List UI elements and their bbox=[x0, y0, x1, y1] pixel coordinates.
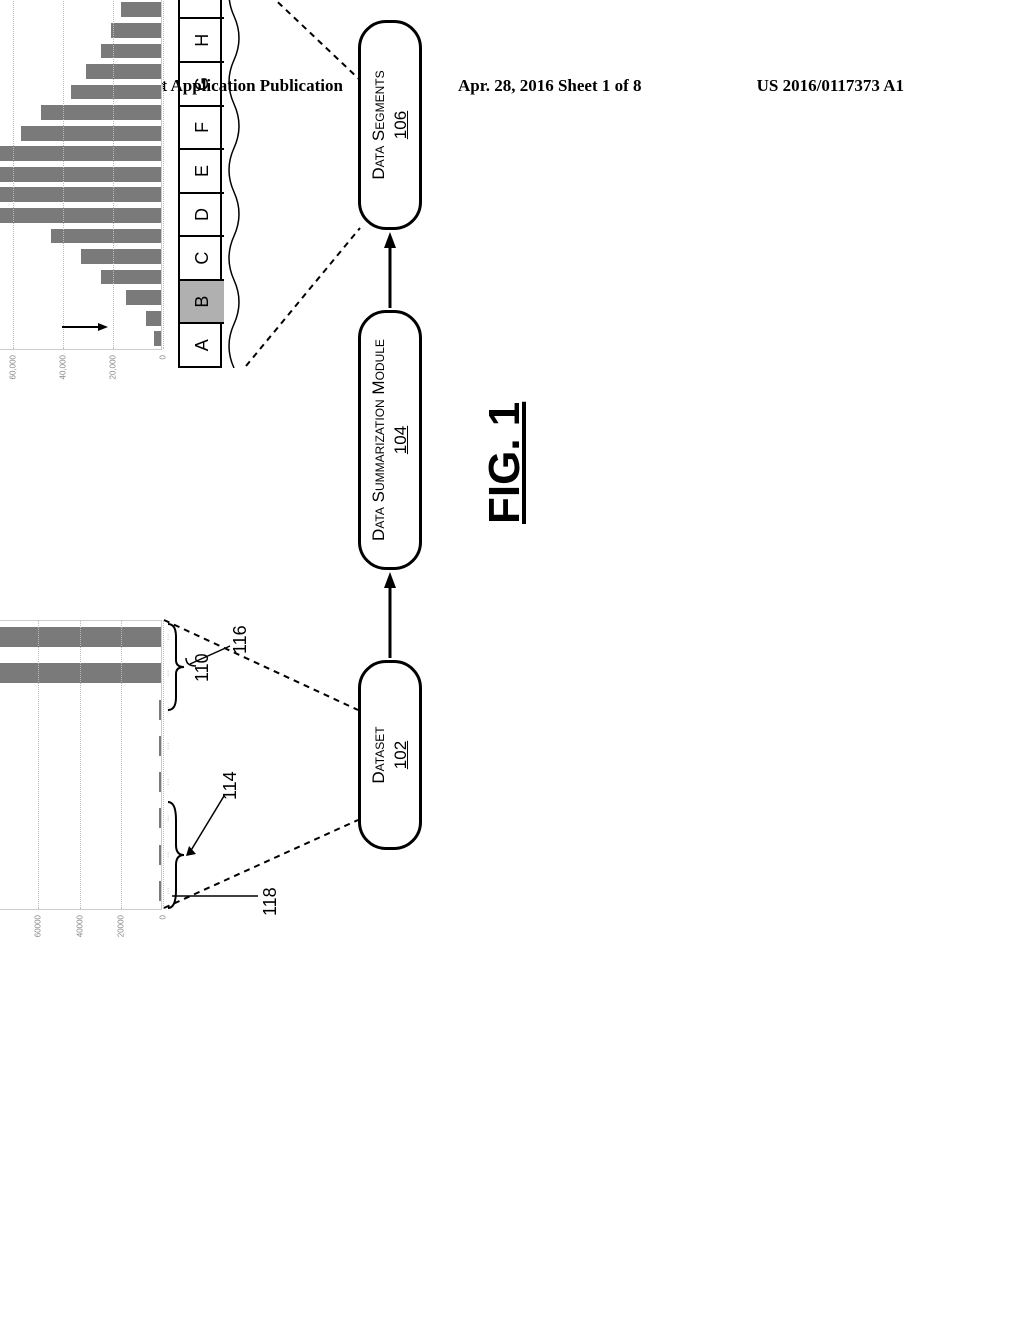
ytick-label: 80000 bbox=[0, 915, 1, 937]
figure-1: 100 108 02000040000600008000010000012000… bbox=[0, 295, 1024, 1095]
ytick-label: 60000 bbox=[34, 915, 43, 937]
bar bbox=[101, 270, 161, 285]
ytick-label: 40000 bbox=[75, 915, 84, 937]
bar bbox=[0, 167, 161, 182]
segments-ref: 106 bbox=[391, 111, 411, 139]
segment-cell-A: A bbox=[180, 322, 224, 366]
chart-right-arrow-in bbox=[60, 320, 110, 334]
chart-left: 020000400006000080000100000120000·······… bbox=[0, 620, 162, 910]
bar bbox=[126, 290, 161, 305]
header-right: US 2016/0117373 A1 bbox=[757, 76, 904, 96]
bar bbox=[111, 23, 161, 38]
arrow-dataset-to-summ bbox=[380, 570, 400, 660]
segment-wave bbox=[222, 0, 246, 368]
ytick-label: 0 bbox=[159, 355, 168, 359]
bar bbox=[159, 881, 161, 901]
bar bbox=[0, 187, 161, 202]
arrow-summ-to-segments bbox=[380, 230, 400, 310]
dataset-box: Dataset 102 bbox=[358, 660, 422, 850]
bar bbox=[86, 64, 161, 79]
segment-cell-D: D bbox=[180, 192, 224, 236]
segment-row: ABCDEFGHI bbox=[178, 0, 222, 368]
dashed-right-2 bbox=[244, 0, 364, 190]
summarization-box: Data Summarization Module 104 bbox=[358, 310, 422, 570]
ytick-label: 0 bbox=[159, 915, 168, 919]
summarization-ref: 104 bbox=[391, 426, 411, 454]
bar bbox=[101, 44, 161, 59]
bar bbox=[81, 249, 161, 264]
bar bbox=[146, 311, 161, 326]
ytick-label: 20,000 bbox=[109, 355, 118, 379]
segment-cell-H: H bbox=[180, 18, 224, 62]
bar bbox=[159, 700, 161, 720]
bar bbox=[159, 772, 161, 792]
segments-label: Data Segments bbox=[369, 70, 389, 179]
bar bbox=[159, 845, 161, 865]
ytick-label: 20000 bbox=[117, 915, 126, 937]
chart-right: Segment B 020,00040,00060,00080,000100,0… bbox=[0, 0, 162, 350]
bar bbox=[21, 126, 161, 141]
dashed-left-2 bbox=[162, 590, 362, 770]
segment-cell-B: B bbox=[180, 279, 224, 323]
dataset-ref: 102 bbox=[391, 741, 411, 769]
segment-cell-C: C bbox=[180, 235, 224, 279]
segment-cell-F: F bbox=[180, 105, 224, 149]
figure-label: FIG. 1 bbox=[480, 402, 530, 524]
bar bbox=[121, 2, 161, 17]
ytick-label: 60,000 bbox=[9, 355, 18, 379]
ytick-label: 40,000 bbox=[59, 355, 68, 379]
bar bbox=[0, 208, 161, 223]
bar bbox=[0, 146, 161, 161]
segment-cell-E: E bbox=[180, 148, 224, 192]
bar bbox=[154, 331, 162, 346]
dataset-label: Dataset bbox=[369, 726, 389, 783]
bar bbox=[159, 736, 161, 756]
bar bbox=[51, 229, 161, 244]
segment-cell-G: G bbox=[180, 61, 224, 105]
bar bbox=[159, 808, 161, 828]
summarization-label: Data Summarization Module bbox=[369, 339, 389, 541]
bar bbox=[41, 105, 161, 120]
segments-box: Data Segments 106 bbox=[358, 20, 422, 230]
bar bbox=[71, 85, 161, 100]
segment-cell-I: I bbox=[180, 0, 224, 18]
